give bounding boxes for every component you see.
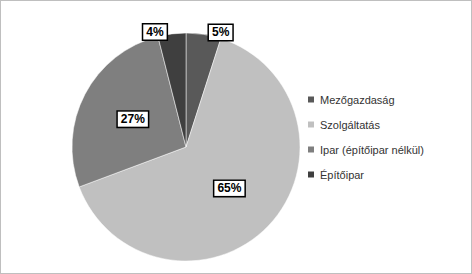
svg-text:4%: 4% — [146, 25, 164, 39]
svg-text:Építőipar: Építőipar — [320, 169, 364, 181]
svg-text:Mezőgazdaság: Mezőgazdaság — [320, 94, 395, 106]
svg-text:5%: 5% — [212, 25, 230, 39]
svg-text:Szolgáltatás: Szolgáltatás — [320, 119, 380, 131]
svg-text:Ipar (építőipar nélkül): Ipar (építőipar nélkül) — [320, 144, 424, 156]
svg-text:27%: 27% — [121, 112, 145, 126]
svg-text:65%: 65% — [217, 181, 241, 195]
